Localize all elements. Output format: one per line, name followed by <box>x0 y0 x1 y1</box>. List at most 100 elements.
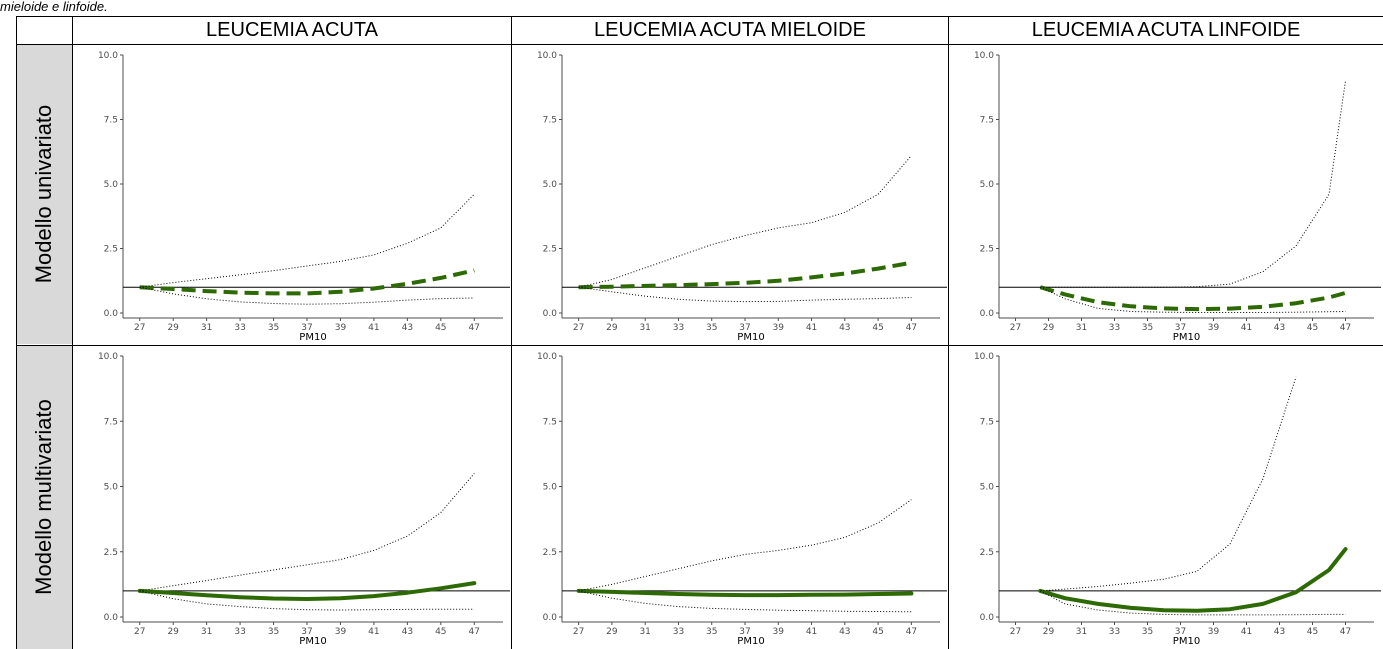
upper-ci-line <box>578 499 912 592</box>
x-tick-label: 47 <box>1340 627 1351 637</box>
x-tick-label: 37 <box>301 627 312 637</box>
row-label-multivariate: Modello multivariato <box>31 399 56 595</box>
x-tick-label: 29 <box>167 323 179 333</box>
estimate-curve <box>1039 285 1347 312</box>
y-tick-label: 7.5 <box>980 417 994 427</box>
x-tick-label: 31 <box>639 627 650 637</box>
x-tick-label: 31 <box>201 323 212 333</box>
y-tick-label: 5.0 <box>543 180 558 190</box>
x-tick-label: 39 <box>335 627 347 637</box>
estimate-curve <box>578 260 912 290</box>
x-tick-label: 39 <box>1208 323 1220 333</box>
chart-panel-univariate-lymphoid: 0.0 2.5 5.0 7.5 10.0 27 29 31 33 35 37 39 41 43 45 47 PM… <box>949 45 1382 345</box>
x-tick-label: 39 <box>335 323 347 333</box>
lower-ci-line <box>1040 590 1346 616</box>
y-tick-label: 7.5 <box>104 116 118 126</box>
chart-panel-univariate-myeloid: 0.0 2.5 5.0 7.5 10.0 27 29 31 33 35 37 39 41 43 45 47 PM… <box>512 45 948 345</box>
x-tick-label: 47 <box>906 627 917 637</box>
x-tick-label: 47 <box>906 323 917 333</box>
x-tick-label: 45 <box>872 323 883 333</box>
x-tick-label: 33 <box>673 323 684 333</box>
column-header-myeloid: LEUCEMIA ACUTA MIELOIDE <box>594 18 866 41</box>
y-tick-label: 10.0 <box>537 51 557 61</box>
figure-table: Modello univariato Modello multivariato … <box>0 16 1383 649</box>
chart-multivariate-acute: 0.0 2.5 5.0 7.5 10.0 27 29 31 33 35 37 39 41 43 45 47 PM… <box>98 352 510 647</box>
x-tick-label: 37 <box>1175 323 1186 333</box>
estimate-curve <box>576 588 914 598</box>
row-label-univariate: Modello univariato <box>31 104 56 284</box>
y-tick-label: 10.0 <box>98 51 118 61</box>
x-tick-label: 29 <box>167 627 179 637</box>
y-tick-label: 5.0 <box>980 483 995 493</box>
chart-univariate-lymphoid: 0.0 2.5 5.0 7.5 10.0 27 29 31 33 35 37 39 41 43 45 47 PM… <box>974 51 1381 343</box>
y-tick-label: 0.0 <box>980 613 995 623</box>
x-tick-label: 41 <box>368 323 379 333</box>
estimate-curve <box>139 268 475 296</box>
chart-multivariate-myeloid: 0.0 2.5 5.0 7.5 10.0 27 29 31 33 35 37 39 41 43 45 47 PM… <box>537 352 947 647</box>
estimate-curve <box>1038 547 1348 613</box>
x-tick-label: 37 <box>301 323 312 333</box>
header-row-border <box>16 44 1383 45</box>
y-tick-label: 2.5 <box>104 548 118 558</box>
y-tick-label: 0.0 <box>543 613 558 623</box>
y-tick-label: 7.5 <box>104 417 118 427</box>
x-tick-label: 27 <box>1010 323 1021 333</box>
x-tick-label: 33 <box>1109 323 1120 333</box>
x-axis-title: PM10 <box>737 636 764 647</box>
x-tick-label: 29 <box>1043 627 1055 637</box>
x-tick-label: 43 <box>402 323 413 333</box>
row-header-multivariate: Modello multivariato <box>16 345 72 649</box>
y-tick-label: 7.5 <box>543 116 557 126</box>
x-tick-label: 31 <box>1076 323 1087 333</box>
y-tick-label: 0.0 <box>104 309 119 319</box>
x-tick-label: 33 <box>234 323 245 333</box>
x-tick-label: 45 <box>1307 323 1318 333</box>
y-tick-label: 2.5 <box>104 245 118 255</box>
column-divider-1 <box>511 16 512 649</box>
x-axis-title: PM10 <box>299 636 326 647</box>
lower-ci-line <box>139 590 475 611</box>
x-tick-label: 29 <box>606 323 618 333</box>
figure-caption: mieloide e linfoide. <box>0 0 108 14</box>
column-header-acute: LEUCEMIA ACUTA <box>206 18 378 41</box>
y-tick-label: 0.0 <box>104 613 119 623</box>
x-tick-label: 45 <box>435 627 446 637</box>
row-header-border <box>72 16 73 649</box>
x-tick-label: 41 <box>1241 323 1252 333</box>
x-tick-label: 37 <box>739 323 750 333</box>
y-tick-label: 5.0 <box>980 180 995 190</box>
x-tick-label: 27 <box>573 627 584 637</box>
x-tick-label: 43 <box>1274 627 1285 637</box>
chart-panel-multivariate-acute: 0.0 2.5 5.0 7.5 10.0 27 29 31 33 35 37 39 41 43 45 47 PM… <box>73 346 511 649</box>
upper-ci-line <box>1040 376 1297 592</box>
x-tick-label: 41 <box>1241 627 1252 637</box>
y-tick-label: 10.0 <box>974 51 994 61</box>
upper-ci-line <box>1040 80 1346 288</box>
x-axis-title: PM10 <box>299 332 326 343</box>
x-tick-label: 29 <box>606 627 618 637</box>
x-tick-label: 45 <box>872 627 883 637</box>
chart-panel-multivariate-lymphoid: 0.0 2.5 5.0 7.5 10.0 27 29 31 33 35 37 39 41 43 45 47 PM… <box>949 346 1382 649</box>
x-tick-label: 27 <box>1010 627 1021 637</box>
x-tick-label: 41 <box>368 627 379 637</box>
x-axis-title: PM10 <box>737 332 764 343</box>
row-divider <box>16 345 1383 346</box>
upper-ci-line <box>139 193 475 288</box>
chart-panel-univariate-acute: 0.0 2.5 5.0 7.5 10.0 27 29 31 33 35 37 39 41 43 45 47 PM… <box>73 45 511 345</box>
chart-univariate-myeloid: 0.0 2.5 5.0 7.5 10.0 27 29 31 33 35 37 39 41 43 45 47 PM… <box>537 51 947 343</box>
upper-ci-line <box>578 155 912 288</box>
x-tick-label: 47 <box>1340 323 1351 333</box>
x-tick-label: 35 <box>1142 627 1153 637</box>
x-tick-label: 41 <box>806 627 817 637</box>
x-tick-label: 35 <box>268 323 279 333</box>
y-tick-label: 2.5 <box>980 548 994 558</box>
x-tick-label: 43 <box>839 323 850 333</box>
x-tick-label: 45 <box>1307 627 1318 637</box>
x-tick-label: 33 <box>234 627 245 637</box>
x-tick-label: 47 <box>469 627 480 637</box>
x-tick-label: 39 <box>773 627 785 637</box>
x-tick-label: 43 <box>1274 323 1285 333</box>
y-tick-label: 10.0 <box>98 352 118 362</box>
x-tick-label: 35 <box>706 627 717 637</box>
row-header-univariate: Modello univariato <box>16 44 72 344</box>
